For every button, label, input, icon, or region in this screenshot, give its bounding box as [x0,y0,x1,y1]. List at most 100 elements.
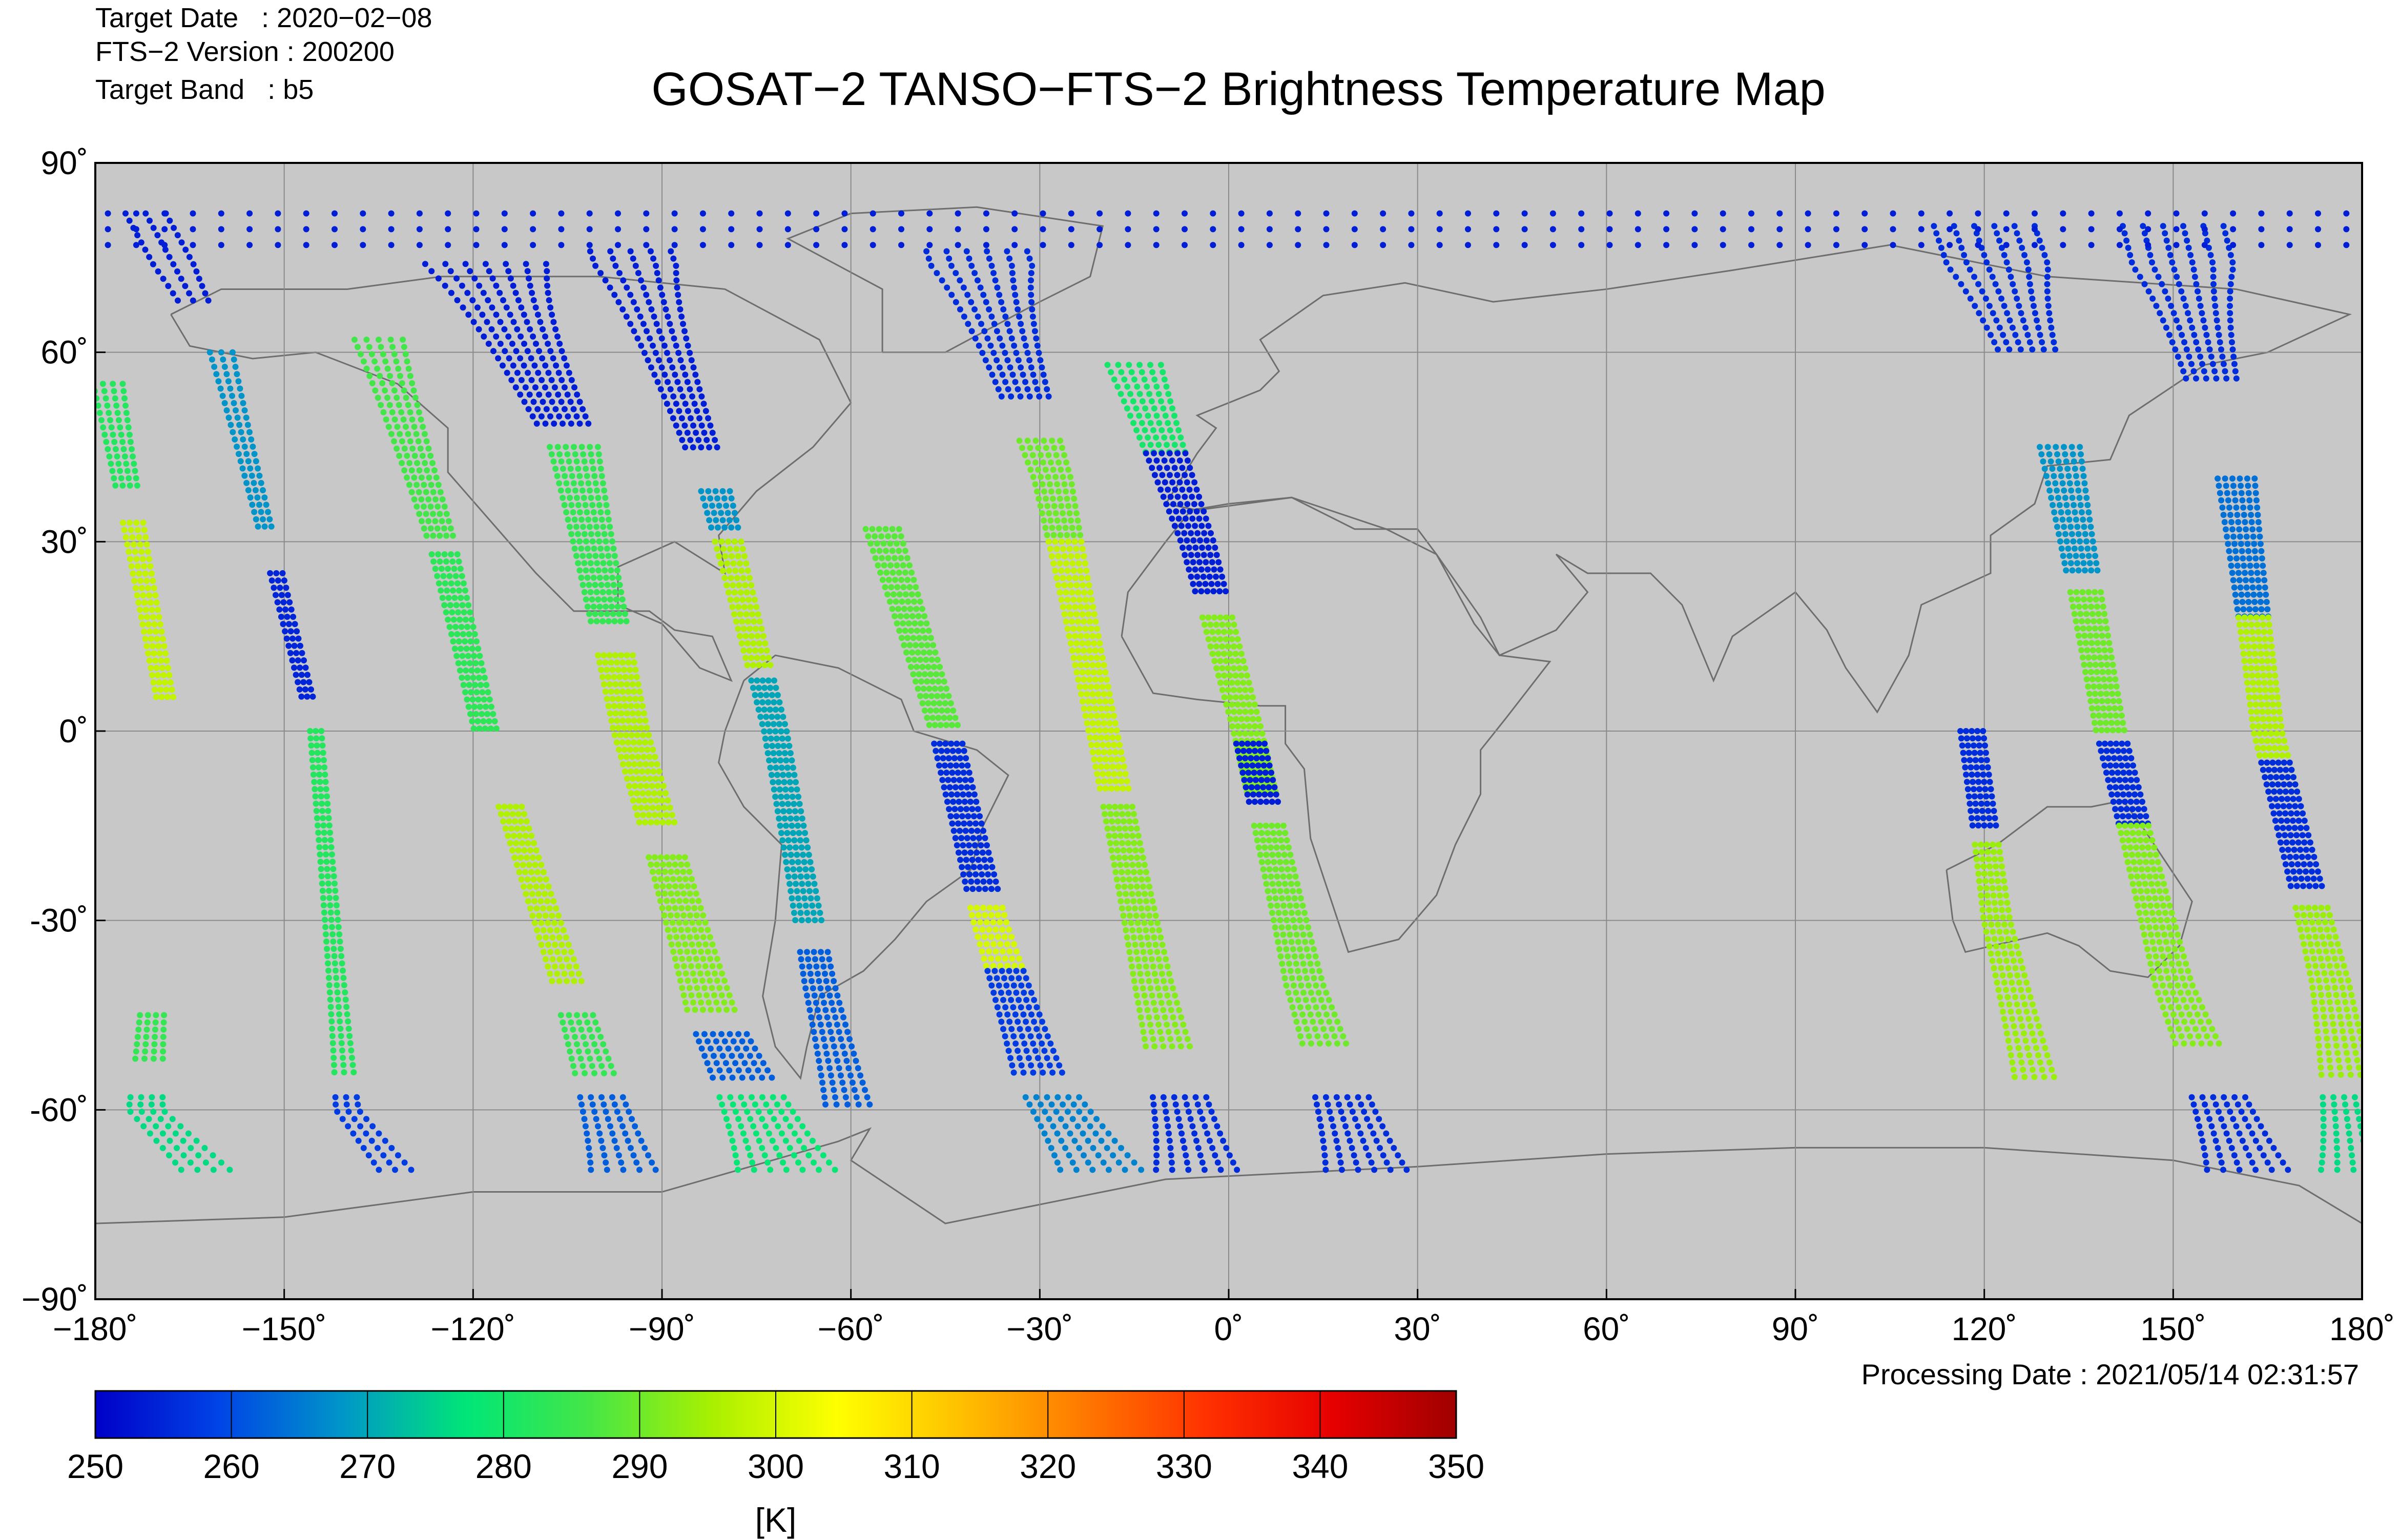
observation-point [636,717,643,724]
observation-point [689,898,695,904]
observation-point [533,883,540,890]
observation-point [675,292,681,298]
observation-point [978,842,984,848]
observation-point [1275,939,1281,945]
observation-point [308,750,315,756]
observation-point [129,446,135,452]
observation-point [626,1109,632,1115]
observation-point [2126,866,2133,872]
observation-point [948,791,955,798]
observation-point [744,640,751,647]
observation-point [1320,982,1327,989]
observation-point [2091,545,2097,552]
observation-point [889,606,896,612]
observation-point [986,975,993,982]
observation-point [957,306,963,313]
observation-point [799,881,805,887]
observation-point [1161,376,1168,383]
observation-point [632,262,639,269]
observation-point [1265,888,1271,894]
observation-point [2047,317,2054,324]
observation-point [1244,740,1251,747]
observation-point [1004,1011,1011,1018]
observation-point [388,431,395,438]
observation-point [1015,386,1021,392]
observation-point [1076,626,1083,632]
observation-point [1992,281,1999,287]
observation-point [1102,811,1108,817]
observation-point [981,857,988,863]
observation-point [1975,281,1981,287]
observation-point [794,888,800,894]
observation-point [776,721,782,727]
observation-point [404,358,410,365]
observation-point [575,970,582,977]
observation-point [1205,636,1212,642]
observation-point [454,551,461,557]
observation-point [991,321,998,327]
observation-point [607,681,613,688]
observation-point [2151,917,2158,924]
observation-point [1217,1167,1224,1173]
observation-point [340,1062,347,1068]
observation-point [1137,970,1144,977]
observation-point [731,1007,738,1013]
observation-point [836,1029,842,1035]
observation-point [971,842,978,848]
observation-point [1101,662,1107,669]
observation-point [1280,968,1287,974]
observation-point [538,920,545,926]
observation-point [1169,479,1176,486]
observation-point [1159,942,1166,948]
observation-point [773,764,779,771]
observation-point [585,1048,591,1055]
observation-point [218,1159,224,1166]
observation-point [404,474,410,481]
observation-point [985,849,992,856]
observation-point [274,599,281,606]
observation-point [1113,727,1120,734]
observation-point [1049,525,1056,531]
observation-point [143,1034,150,1040]
observation-point [1082,596,1089,603]
observation-point [530,333,536,340]
observation-point [108,424,115,431]
observation-point [1147,949,1153,955]
observation-point [2111,669,2117,675]
observation-point [315,829,322,836]
observation-point [590,603,597,610]
observation-point [2129,806,2136,813]
observation-point [2014,295,2020,302]
observation-point [1170,985,1176,992]
observation-point [974,905,980,911]
observation-point [682,920,689,926]
observation-point [870,548,876,554]
observation-point [1028,299,1035,305]
observation-point [896,591,903,598]
observation-point [1257,851,1264,858]
observation-point [127,556,133,563]
observation-point [792,808,798,815]
observation-point [1139,942,1145,948]
observation-point [672,861,678,868]
observation-point [693,1031,699,1037]
observation-point [1121,883,1128,890]
observation-point [552,942,558,948]
observation-point [773,1144,779,1151]
observation-point [563,362,570,369]
observation-point [142,1048,149,1055]
observation-point [1293,989,1299,996]
observation-point [297,642,303,649]
observation-point [604,509,611,515]
observation-point [2145,288,2152,295]
observation-point [2066,516,2073,523]
observation-point [2210,281,2217,287]
observation-point [1109,818,1115,825]
page-title: GOSAT−2 TANSO−FTS−2 Brightness Temperatu… [651,63,1826,115]
observation-point [137,607,143,613]
observation-point [777,822,783,829]
observation-point [1221,629,1228,635]
observation-point [795,859,801,865]
observation-point [268,523,275,530]
observation-point [783,757,790,764]
